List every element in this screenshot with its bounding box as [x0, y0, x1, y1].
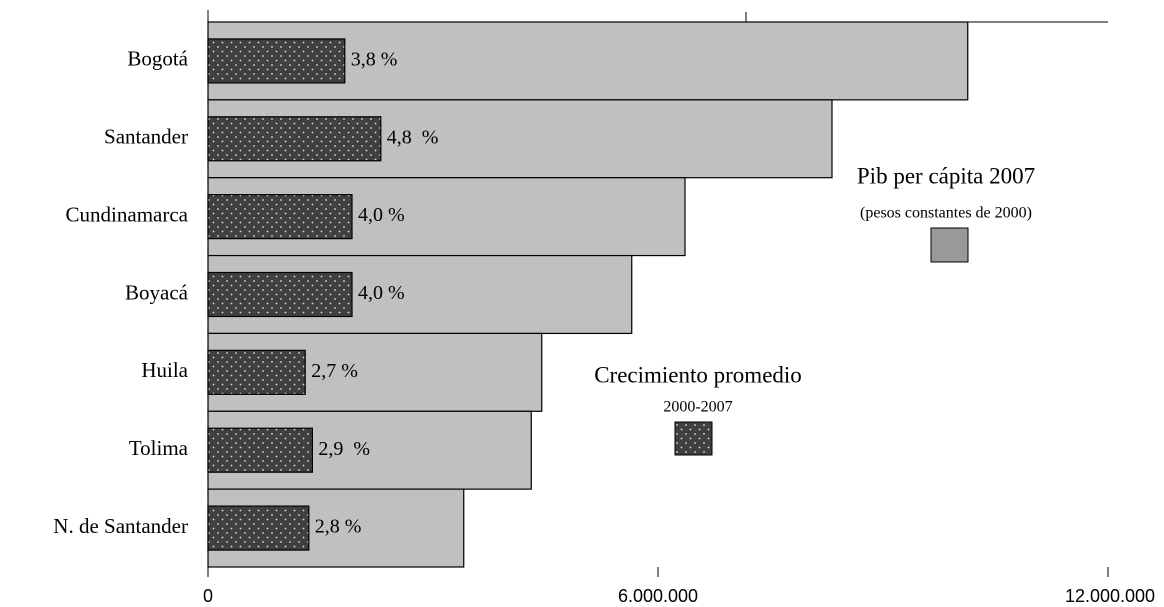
y-tick-label: Boyacá	[125, 280, 189, 304]
data-label: 2,9 %	[318, 438, 370, 460]
legend-note: 2000-2007	[663, 399, 732, 416]
legend-swatch	[930, 227, 969, 263]
data-label: 4,0 %	[358, 204, 405, 226]
y-tick-label: Cundinamarca	[66, 202, 189, 226]
growth-bar	[207, 349, 306, 395]
y-tick-label: Bogotá	[127, 47, 188, 71]
growth-bar	[207, 194, 353, 240]
x-tick-label: 12.000.000	[1065, 586, 1155, 606]
data-label: 3,8 %	[351, 49, 398, 71]
data-label: 4,8 %	[387, 126, 439, 148]
legend-note: (pesos constantes de 2000)	[860, 205, 1032, 222]
growth-bar	[207, 38, 346, 84]
y-tick-label: Tolima	[129, 436, 189, 460]
data-label: 4,0 %	[358, 282, 405, 304]
data-label: 2,8 %	[315, 516, 362, 538]
growth-bar	[207, 116, 382, 162]
y-tick-label: N. de Santander	[53, 514, 188, 538]
y-tick-label: Huila	[141, 358, 188, 382]
growth-bar	[207, 505, 310, 551]
y-tick-label: Santander	[104, 125, 188, 149]
data-label: 2,7 %	[311, 360, 358, 382]
growth-bar	[207, 271, 353, 318]
x-tick-label: 6.000.000	[618, 586, 698, 606]
x-tick-label: 0	[203, 586, 213, 606]
legend-label: Crecimiento promedio	[594, 362, 802, 387]
growth-bar	[207, 427, 314, 473]
legend-swatch	[674, 421, 713, 456]
legend-label: Pib per cápita 2007	[857, 163, 1035, 188]
